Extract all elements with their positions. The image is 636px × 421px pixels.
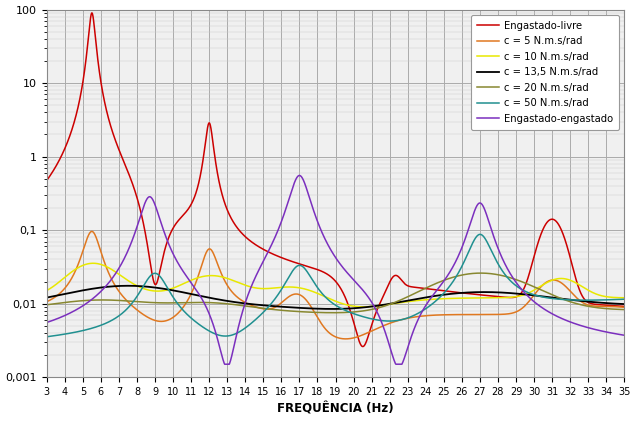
Engastado-livre (252, 242, 259, 248)
c = 5 N.m.s/rad (43, 299, 51, 304)
Engastado-livre (88, 11, 95, 16)
c = 10 N.m.s/rad (43, 288, 51, 293)
Engastado-engastado (221, 362, 228, 367)
Engastado-engastado (410, 327, 418, 332)
Legend: Engastado-livre, c = 5 N.m.s/rad, c = 10 N.m.s/rad, c = 13,5 N.m.s/rad, c = 20 N: Engastado-livre, c = 5 N.m.s/rad, c = 10… (471, 15, 619, 130)
c = 13,5 N.m.s/rad (252, 302, 259, 307)
c = 20 N.m.s/rad (43, 302, 51, 307)
c = 10 N.m.s/rad (410, 298, 418, 304)
c = 20 N.m.s/rad (72, 299, 80, 304)
c = 10 N.m.s/rad (252, 285, 259, 290)
Engastado-engastado (296, 173, 303, 178)
c = 5 N.m.s/rad (252, 304, 259, 309)
Engastado-livre (410, 285, 418, 290)
Engastado-engastado (621, 333, 628, 338)
c = 10 N.m.s/rad (89, 261, 97, 266)
c = 50 N.m.s/rad (385, 319, 392, 324)
c = 10 N.m.s/rad (621, 295, 628, 300)
Engastado-livre (43, 178, 51, 183)
c = 13,5 N.m.s/rad (410, 297, 418, 302)
c = 50 N.m.s/rad (502, 273, 509, 278)
c = 13,5 N.m.s/rad (43, 295, 51, 300)
Engastado-livre (72, 114, 80, 119)
c = 50 N.m.s/rad (410, 313, 417, 318)
Engastado-engastado (502, 263, 509, 268)
c = 20 N.m.s/rad (385, 302, 392, 307)
Engastado-engastado (385, 340, 392, 345)
Engastado-livre (359, 344, 366, 349)
c = 13,5 N.m.s/rad (385, 301, 392, 306)
c = 50 N.m.s/rad (476, 232, 484, 237)
c = 20 N.m.s/rad (621, 307, 628, 312)
c = 5 N.m.s/rad (502, 312, 509, 317)
c = 5 N.m.s/rad (471, 312, 479, 317)
Line: Engastado-engastado: Engastado-engastado (47, 176, 625, 364)
c = 13,5 N.m.s/rad (621, 301, 628, 306)
c = 50 N.m.s/rad (471, 237, 479, 242)
c = 20 N.m.s/rad (329, 310, 337, 315)
Engastado-engastado (72, 307, 80, 312)
c = 10 N.m.s/rad (471, 296, 479, 301)
c = 50 N.m.s/rad (43, 334, 51, 339)
c = 50 N.m.s/rad (252, 317, 259, 322)
c = 5 N.m.s/rad (621, 305, 628, 310)
c = 5 N.m.s/rad (342, 336, 349, 341)
Engastado-livre (502, 295, 509, 300)
c = 5 N.m.s/rad (72, 267, 80, 272)
Engastado-livre (621, 304, 628, 309)
c = 10 N.m.s/rad (385, 302, 392, 307)
c = 20 N.m.s/rad (477, 271, 485, 276)
c = 50 N.m.s/rad (72, 330, 80, 335)
Line: Engastado-livre: Engastado-livre (47, 13, 625, 346)
c = 13,5 N.m.s/rad (328, 306, 336, 312)
Line: c = 13,5 N.m.s/rad: c = 13,5 N.m.s/rad (47, 286, 625, 309)
c = 5 N.m.s/rad (88, 229, 95, 234)
Engastado-engastado (43, 320, 51, 325)
Engastado-livre (471, 292, 479, 297)
X-axis label: FREQUÊNCIA (Hz): FREQUÊNCIA (Hz) (277, 402, 394, 416)
c = 10 N.m.s/rad (502, 295, 509, 300)
c = 13,5 N.m.s/rad (124, 283, 132, 288)
Line: c = 5 N.m.s/rad: c = 5 N.m.s/rad (47, 232, 625, 339)
Engastado-livre (385, 282, 392, 287)
c = 50 N.m.s/rad (621, 297, 628, 302)
c = 20 N.m.s/rad (410, 291, 418, 296)
Engastado-engastado (471, 207, 479, 212)
c = 5 N.m.s/rad (410, 314, 418, 320)
c = 5 N.m.s/rad (385, 321, 392, 326)
Line: c = 20 N.m.s/rad: c = 20 N.m.s/rad (47, 273, 625, 313)
Engastado-engastado (252, 274, 259, 279)
c = 13,5 N.m.s/rad (502, 290, 509, 295)
c = 20 N.m.s/rad (502, 274, 509, 279)
c = 10 N.m.s/rad (359, 304, 367, 309)
c = 20 N.m.s/rad (471, 271, 479, 276)
Line: c = 50 N.m.s/rad: c = 50 N.m.s/rad (47, 234, 625, 337)
c = 13,5 N.m.s/rad (72, 289, 80, 294)
Line: c = 10 N.m.s/rad: c = 10 N.m.s/rad (47, 263, 625, 307)
c = 13,5 N.m.s/rad (471, 290, 479, 295)
c = 10 N.m.s/rad (72, 266, 80, 272)
c = 20 N.m.s/rad (252, 305, 259, 310)
